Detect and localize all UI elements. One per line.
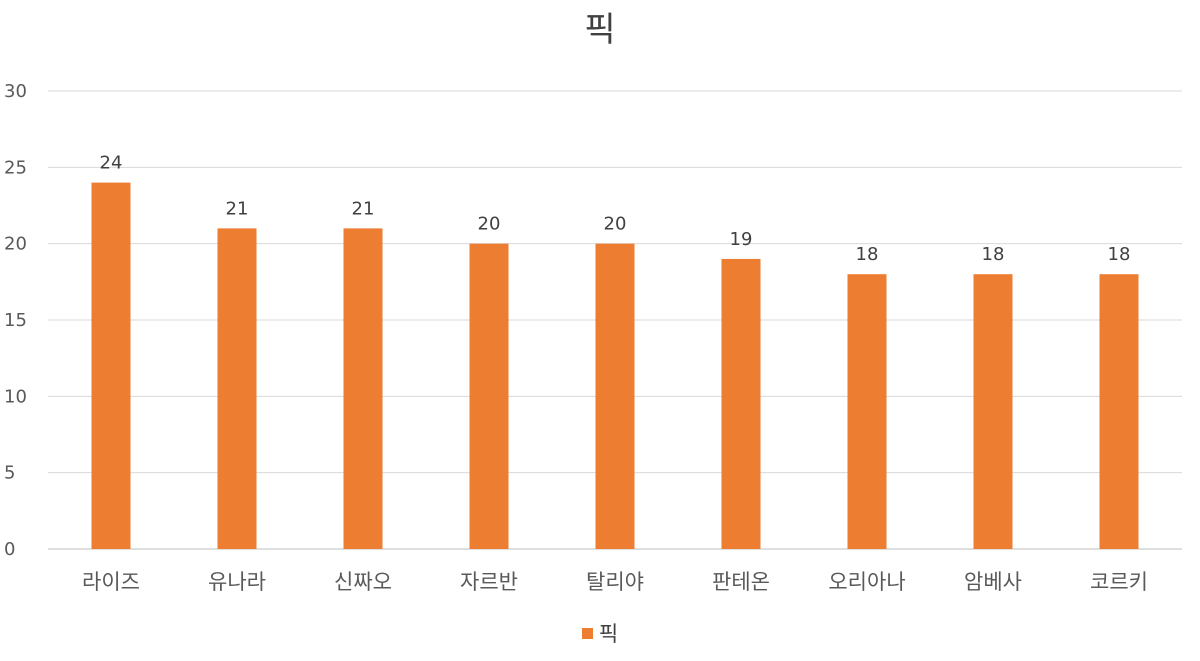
category-label: 유나라 (208, 570, 266, 594)
chart-legend: 픽 (0, 618, 1200, 648)
y-tick-label: 0 (4, 539, 15, 560)
category-label: 탈리야 (586, 570, 644, 594)
legend-swatch (581, 627, 593, 639)
data-label: 20 (478, 214, 501, 235)
category-label: 판테온 (712, 570, 770, 594)
data-label: 19 (730, 229, 753, 250)
bar (91, 182, 131, 549)
category-label: 암베사 (964, 570, 1022, 594)
bar (343, 228, 383, 549)
y-tick-label: 25 (4, 157, 27, 178)
y-tick-label: 15 (4, 310, 27, 331)
bar (595, 243, 635, 549)
y-tick-label: 5 (4, 463, 15, 484)
data-label: 18 (982, 244, 1005, 265)
category-label: 자르반 (460, 570, 518, 594)
bar (721, 258, 761, 549)
y-tick-label: 20 (4, 234, 27, 255)
bar (217, 228, 257, 549)
data-label: 21 (352, 198, 375, 219)
category-label: 오리아나 (828, 570, 905, 594)
chart-title: 픽 (584, 10, 616, 50)
bar (973, 274, 1013, 549)
bar (469, 243, 509, 549)
bar (1099, 274, 1139, 549)
data-label: 21 (226, 198, 249, 219)
y-tick-label: 30 (4, 81, 27, 102)
bar (847, 274, 887, 549)
data-label: 24 (100, 153, 123, 174)
data-label: 18 (1108, 244, 1131, 265)
category-label: 신짜오 (334, 570, 392, 594)
category-label: 라이즈 (82, 570, 140, 594)
data-label: 20 (604, 214, 627, 235)
y-tick-label: 10 (4, 386, 27, 407)
category-label: 코르키 (1090, 570, 1148, 594)
data-label: 18 (856, 244, 879, 265)
legend-label: 픽 (598, 622, 619, 646)
